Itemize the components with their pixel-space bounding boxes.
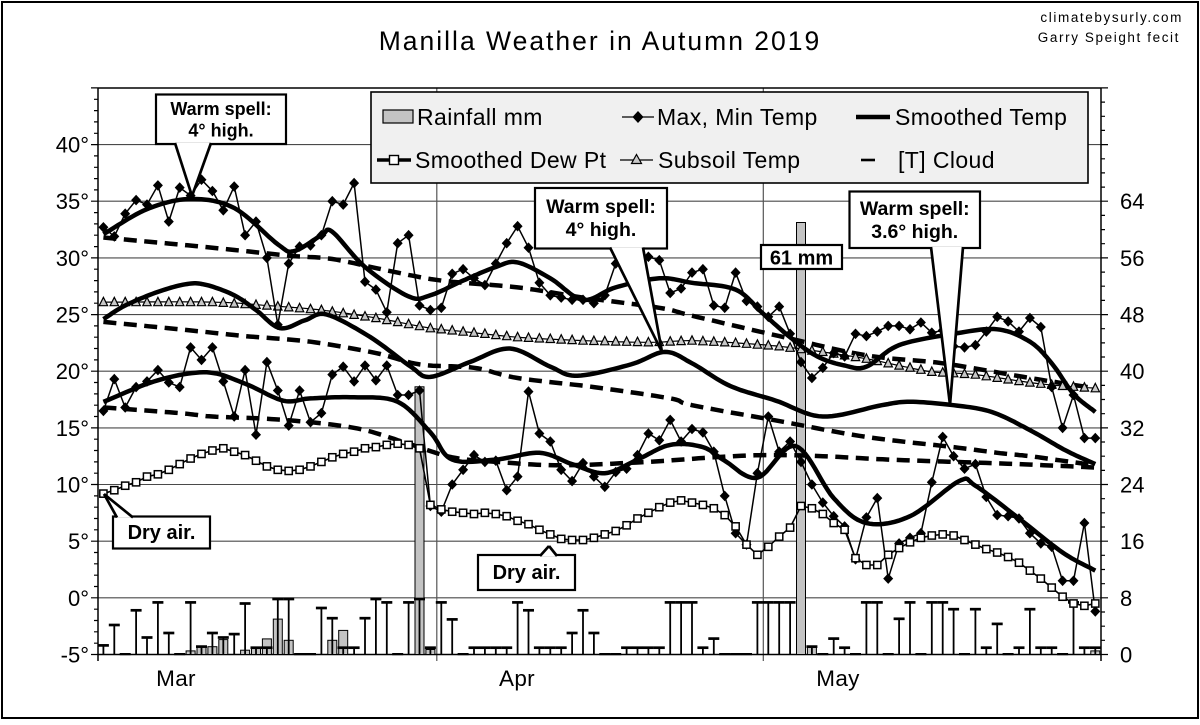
svg-text:40°: 40° — [56, 133, 89, 158]
svg-text:10°: 10° — [56, 473, 89, 498]
svg-text:Warm spell:: Warm spell: — [546, 196, 656, 218]
svg-text:61 mm: 61 mm — [770, 248, 833, 270]
svg-text:40: 40 — [1120, 359, 1144, 384]
svg-text:May: May — [816, 666, 860, 691]
svg-text:8: 8 — [1120, 586, 1132, 611]
svg-text:[T] Cloud: [T] Cloud — [898, 147, 995, 173]
svg-text:Dry air.: Dry air. — [493, 562, 561, 584]
svg-text:Apr: Apr — [499, 666, 535, 691]
svg-text:Smoothed Temp: Smoothed Temp — [895, 104, 1067, 130]
svg-text:Rainfall mm: Rainfall mm — [417, 104, 543, 130]
svg-text:0: 0 — [1120, 643, 1132, 668]
svg-text:Manilla Weather in Autumn 2019: Manilla Weather in Autumn 2019 — [379, 26, 822, 56]
svg-text:Warm spell:: Warm spell: — [860, 198, 970, 220]
svg-text:Mar: Mar — [156, 666, 196, 691]
svg-text:48: 48 — [1120, 303, 1144, 328]
svg-text:3.6° high.: 3.6° high. — [871, 221, 958, 243]
svg-text:Max, Min Temp: Max, Min Temp — [657, 104, 818, 130]
svg-text:24: 24 — [1120, 473, 1144, 498]
svg-text:climatebysurly.com: climatebysurly.com — [1040, 10, 1183, 25]
svg-text:20°: 20° — [56, 359, 89, 384]
svg-text:4° high.: 4° high. — [566, 219, 637, 241]
svg-text:35°: 35° — [56, 189, 89, 214]
svg-text:25°: 25° — [56, 303, 89, 328]
svg-text:32: 32 — [1120, 416, 1144, 441]
svg-text:Smoothed Dew Pt: Smoothed Dew Pt — [415, 147, 607, 173]
svg-text:30°: 30° — [56, 246, 89, 271]
svg-text:16: 16 — [1120, 529, 1144, 554]
svg-text:56: 56 — [1120, 246, 1144, 271]
svg-text:4° high.: 4° high. — [188, 121, 253, 141]
svg-text:Dry air.: Dry air. — [128, 522, 196, 544]
svg-text:15°: 15° — [56, 416, 89, 441]
svg-text:5°: 5° — [68, 529, 89, 554]
svg-text:Warm spell:: Warm spell: — [170, 99, 271, 119]
svg-text:0°: 0° — [68, 586, 89, 611]
svg-text:-5°: -5° — [61, 643, 89, 668]
svg-text:64: 64 — [1120, 189, 1144, 214]
svg-text:Garry Speight fecit: Garry Speight fecit — [1038, 30, 1180, 45]
svg-text:Subsoil Temp: Subsoil Temp — [658, 147, 800, 173]
